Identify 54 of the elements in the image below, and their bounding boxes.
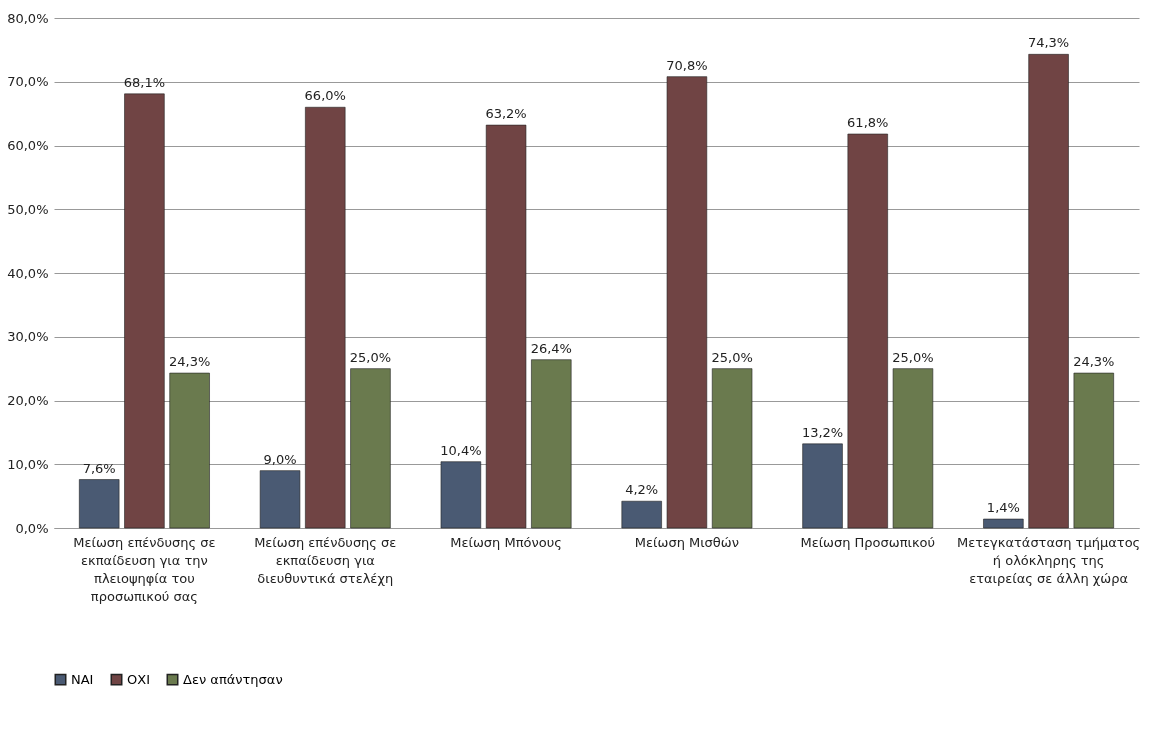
data-label: 74,3% — [1027, 35, 1070, 51]
x-tick-label: Μείωση Μισθών — [634, 534, 739, 550]
bar — [169, 372, 210, 529]
data-label: 10,4% — [440, 442, 482, 458]
bar — [124, 93, 165, 529]
data-label: 4,2% — [625, 482, 659, 498]
x-tick-label: Μείωση Μπόνους — [450, 534, 562, 550]
bar — [983, 518, 1024, 529]
data-label: 13,2% — [801, 424, 844, 440]
data-label: 7,6% — [82, 460, 116, 476]
x-tick-label: Μείωση επένδυσης σε εκπαίδευση για την πλειοψηφία του προσωπικού σας — [73, 534, 216, 604]
data-label: 26,4% — [530, 340, 572, 356]
x-tick-label: Μείωση Προσωπικού — [800, 534, 936, 550]
bar — [1073, 372, 1114, 529]
x-tick-label: Μετεγκατάσταση τμήματος ή ολόκληρης της εταιρείας σε άλλη χώρα — [956, 534, 1141, 586]
y-tick-label: 80,0% — [7, 10, 49, 26]
bar — [621, 500, 662, 529]
y-tick-label: 50,0% — [7, 201, 49, 217]
bar — [259, 470, 301, 529]
x-tick-label: Μείωση επένδυσης σε εκπαίδευση για διευθυντικά στελέχη — [254, 534, 397, 586]
y-tick-label: 10,0% — [7, 456, 49, 472]
bar — [531, 359, 572, 529]
bar — [666, 76, 708, 529]
legend-label: ΝΑΙ — [71, 671, 94, 687]
data-label: 1,4% — [986, 500, 1020, 516]
data-label: 68,1% — [123, 74, 166, 90]
y-tick-label: 0,0% — [15, 520, 49, 536]
y-tick-label: 30,0% — [7, 329, 49, 345]
y-tick-label: 40,0% — [7, 265, 49, 281]
y-tick-label: 20,0% — [7, 393, 49, 408]
data-label: 25,0% — [349, 349, 392, 365]
legend-label: ΟΧΙ — [127, 671, 150, 687]
y-tick-label: 60,0% — [7, 138, 49, 153]
bar — [350, 368, 391, 529]
data-label: 25,0% — [892, 349, 934, 365]
data-label: 70,8% — [666, 57, 708, 73]
data-label: 25,0% — [711, 349, 753, 365]
data-label: 9,0% — [263, 451, 297, 467]
data-label: 24,3% — [1073, 354, 1115, 370]
data-label: 63,2% — [485, 106, 527, 122]
y-tick-label: 70,0% — [7, 74, 49, 90]
bar — [440, 461, 482, 529]
bar — [711, 368, 753, 529]
bar — [305, 106, 346, 529]
data-label: 24,3% — [168, 354, 211, 370]
bar — [485, 124, 527, 529]
data-label: 61,8% — [847, 115, 889, 131]
bar — [1028, 54, 1069, 529]
legend-label: Δεν απάντησαν — [183, 671, 283, 687]
bar — [802, 443, 843, 529]
bar — [847, 133, 888, 529]
bar — [79, 479, 120, 529]
bar — [892, 368, 934, 529]
data-label: 66,0% — [304, 88, 346, 104]
